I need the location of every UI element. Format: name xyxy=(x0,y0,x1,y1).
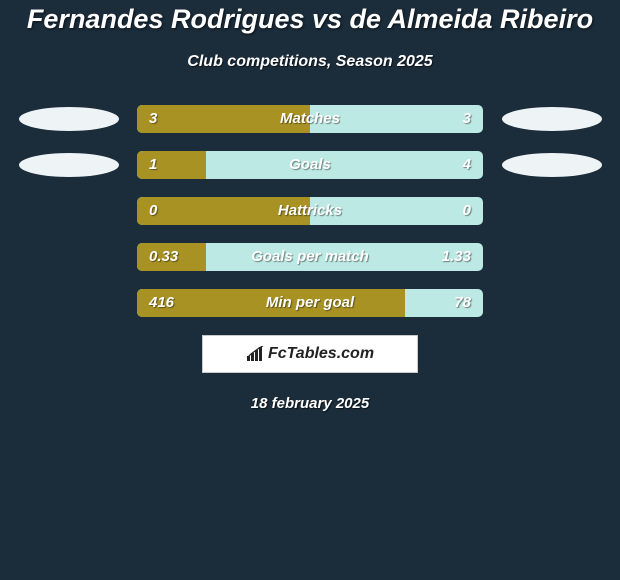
stat-bar: 3Matches3 xyxy=(137,105,483,133)
left-logo-slot xyxy=(0,107,137,131)
left-logo-slot xyxy=(0,153,137,177)
team-logo-icon xyxy=(19,107,119,131)
brand-badge: FcTables.com xyxy=(202,335,418,373)
stat-label: Hattricks xyxy=(137,197,483,225)
brand-text: FcTables.com xyxy=(268,345,374,363)
stats-rows: 3Matches3 1Goals4 0Hattricks0 0.33Goals per… xyxy=(0,105,620,317)
stat-bar: 0.33Goals per match1.33 xyxy=(137,243,483,271)
stat-right-value: 78 xyxy=(454,289,471,317)
team-logo-icon xyxy=(502,107,602,131)
date-text: 18 february 2025 xyxy=(0,395,620,412)
stat-right-value: 3 xyxy=(463,105,471,133)
team-logo-icon xyxy=(19,153,119,177)
stat-row: 416Min per goal78 xyxy=(0,289,620,317)
stat-label: Goals per match xyxy=(137,243,483,271)
subtitle: Club competitions, Season 2025 xyxy=(0,53,620,71)
stat-row: 1Goals4 xyxy=(0,151,620,179)
stat-row: 3Matches3 xyxy=(0,105,620,133)
stat-right-value: 4 xyxy=(463,151,471,179)
brand-chart-icon xyxy=(246,346,264,362)
stat-bar: 0Hattricks0 xyxy=(137,197,483,225)
stat-bar: 416Min per goal78 xyxy=(137,289,483,317)
team-logo-icon xyxy=(502,153,602,177)
stat-label: Goals xyxy=(137,151,483,179)
right-logo-slot xyxy=(483,107,620,131)
stat-right-value: 0 xyxy=(463,197,471,225)
right-logo-slot xyxy=(483,153,620,177)
stat-label: Matches xyxy=(137,105,483,133)
comparison-infographic: Fernandes Rodrigues vs de Almeida Ribeir… xyxy=(0,0,620,412)
page-title: Fernandes Rodrigues vs de Almeida Ribeir… xyxy=(0,4,620,35)
stat-row: 0Hattricks0 xyxy=(0,197,620,225)
stat-row: 0.33Goals per match1.33 xyxy=(0,243,620,271)
stat-bar: 1Goals4 xyxy=(137,151,483,179)
stat-right-value: 1.33 xyxy=(442,243,471,271)
stat-label: Min per goal xyxy=(137,289,483,317)
